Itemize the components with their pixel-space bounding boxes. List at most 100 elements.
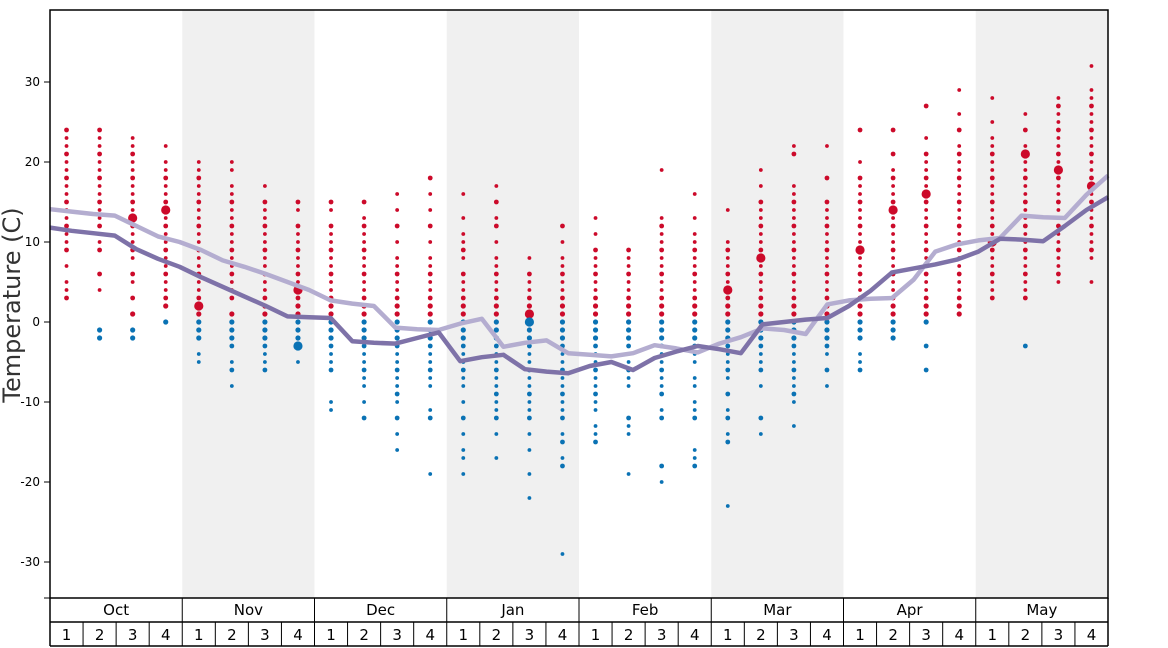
week-label: 4 — [425, 626, 435, 644]
observation-point — [692, 192, 697, 196]
observation-point — [395, 280, 400, 284]
observation-point — [692, 303, 698, 309]
observation-point — [97, 271, 102, 277]
observation-point — [196, 288, 201, 292]
observation-point — [229, 360, 234, 364]
observation-point — [725, 247, 731, 253]
observation-point — [758, 216, 763, 220]
observation-point — [262, 223, 268, 229]
week-label: 2 — [492, 626, 502, 644]
observation-point — [692, 216, 697, 220]
observation-point — [825, 264, 829, 268]
observation-point — [361, 223, 367, 229]
observation-point — [130, 208, 135, 212]
observation-point — [163, 144, 168, 148]
observation-point — [725, 208, 730, 212]
observation-point — [329, 400, 333, 404]
observation-point — [890, 151, 896, 157]
observation-point — [692, 456, 697, 460]
observation-point — [527, 408, 532, 412]
observation-point — [626, 288, 631, 292]
observation-point — [890, 303, 896, 309]
observation-point — [362, 216, 366, 220]
observation-point — [692, 376, 697, 380]
observation-point — [428, 360, 433, 364]
observation-point — [758, 184, 763, 188]
observation-point — [395, 264, 400, 268]
observation-point — [262, 367, 268, 373]
week-label: 3 — [525, 626, 535, 644]
y-tick-label: 0 — [32, 315, 40, 329]
observation-point — [229, 184, 234, 188]
y-tick-label: 20 — [25, 155, 40, 169]
observation-point — [1056, 184, 1061, 188]
observation-point — [824, 247, 830, 253]
observation-point — [825, 256, 829, 260]
observation-point — [592, 303, 599, 309]
observation-point — [262, 343, 268, 349]
observation-point — [296, 360, 300, 364]
observation-point — [229, 199, 235, 205]
observation-point — [593, 384, 598, 388]
observation-point — [295, 199, 301, 205]
observation-point — [394, 303, 400, 309]
observation-point — [263, 264, 267, 268]
observation-point — [1056, 112, 1061, 116]
observation-point — [130, 144, 135, 148]
observation-point — [593, 432, 598, 436]
observation-point — [692, 448, 697, 452]
observation-point — [792, 424, 796, 428]
observation-point — [560, 456, 565, 460]
observation-point — [329, 360, 333, 364]
observation-point — [130, 168, 135, 172]
observation-point — [196, 311, 202, 317]
observation-point — [989, 295, 995, 301]
observation-point — [196, 168, 201, 172]
observation-point — [163, 247, 169, 253]
observation-point — [460, 295, 466, 301]
observation-point — [494, 400, 499, 404]
observation-point — [1056, 127, 1061, 133]
observation-point — [229, 327, 235, 333]
observation-point — [890, 311, 896, 317]
observation-point — [692, 240, 697, 244]
observation-point — [858, 232, 862, 236]
observation-point — [626, 376, 631, 380]
observation-point — [494, 408, 499, 412]
observation-point — [262, 295, 268, 301]
observation-point — [924, 288, 929, 292]
week-label: 1 — [723, 626, 733, 644]
observation-point — [957, 192, 962, 196]
observation-point — [527, 376, 532, 380]
observation-point — [130, 232, 135, 236]
observation-point — [527, 432, 532, 436]
observation-point — [395, 352, 400, 356]
observation-point — [362, 280, 366, 284]
observation-point — [956, 271, 962, 277]
observation-point — [329, 408, 333, 412]
observation-point — [692, 264, 697, 268]
observation-point — [825, 144, 829, 148]
observation-point — [1056, 192, 1061, 196]
observation-point — [196, 160, 201, 164]
observation-point — [428, 408, 433, 412]
observation-point — [692, 256, 697, 260]
observation-point — [924, 160, 929, 164]
observation-point — [263, 352, 267, 356]
observation-point — [460, 271, 466, 277]
observation-point — [1089, 199, 1094, 205]
observation-point — [758, 288, 763, 292]
observation-point — [196, 232, 201, 236]
observation-point — [593, 232, 598, 236]
observation-point — [394, 295, 400, 301]
observation-point — [362, 256, 366, 260]
observation-point — [97, 168, 102, 172]
observation-point — [890, 223, 896, 229]
observation-point — [394, 319, 400, 325]
observation-point — [824, 343, 830, 349]
observation-point — [97, 136, 102, 140]
observation-point — [295, 271, 301, 277]
observation-point — [494, 432, 499, 436]
observation-point — [957, 216, 962, 220]
observation-point — [229, 223, 235, 229]
